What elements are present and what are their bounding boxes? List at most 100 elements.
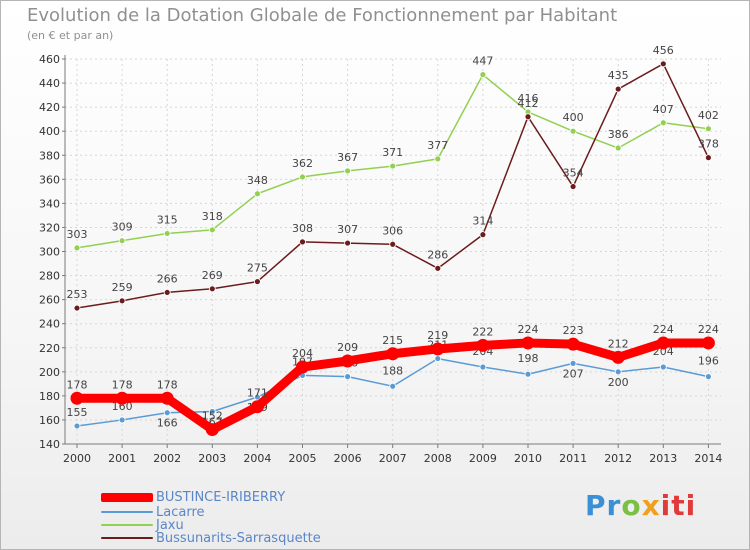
logo-part-1: Pr: [585, 489, 622, 522]
data-point-lacarre: [569, 359, 577, 367]
data-label-jaxu: 416: [518, 92, 539, 105]
y-tick-label: 300: [39, 246, 60, 259]
data-label-jaxu: 303: [67, 228, 88, 241]
legend-item-bussunarits-sarrasquette: Bussunarits-Sarrasquette: [101, 530, 321, 546]
data-point-lacarre: [614, 368, 622, 376]
x-tick-label: 2001: [108, 452, 136, 465]
chart-title: Evolution de la Dotation Globale de Fonc…: [27, 5, 618, 26]
data-label-bustince-iriberry: 171: [247, 387, 268, 400]
data-label-bussunarits-sarrasquette: 378: [698, 138, 719, 151]
x-tick-label: 2008: [424, 452, 452, 465]
data-point-lacarre: [705, 373, 712, 381]
data-point-lacarre: [163, 409, 171, 417]
data-point-bussunarits-sarrasquette: [524, 113, 532, 121]
data-point-jaxu: [253, 190, 261, 198]
data-label-bustince-iriberry: 212: [608, 337, 629, 350]
data-label-bustince-iriberry: 178: [67, 378, 88, 391]
data-point-bussunarits-sarrasquette: [73, 304, 81, 312]
x-tick-label: 2009: [469, 452, 497, 465]
data-point-bustince-iriberry: [431, 342, 445, 356]
data-point-lacarre: [389, 382, 397, 390]
y-tick-label: 420: [39, 101, 60, 114]
data-label-lacarre: 166: [157, 417, 178, 430]
y-tick-label: 200: [39, 366, 60, 379]
data-label-bussunarits-sarrasquette: 266: [157, 272, 178, 285]
x-tick-label: 2010: [514, 452, 542, 465]
legend-swatch-jaxu: [101, 524, 153, 526]
data-label-lacarre: 207: [563, 367, 584, 380]
data-point-bustince-iriberry: [160, 391, 174, 405]
data-label-bussunarits-sarrasquette: 253: [67, 288, 88, 301]
data-point-bustince-iriberry: [566, 337, 580, 351]
data-point-bustince-iriberry: [205, 423, 219, 437]
logo-part-2: o: [621, 489, 642, 522]
y-tick-label: 440: [39, 77, 60, 90]
data-point-jaxu: [434, 155, 442, 163]
y-tick-label: 400: [39, 125, 60, 138]
data-label-bustince-iriberry: 224: [698, 323, 719, 336]
data-label-bussunarits-sarrasquette: 259: [112, 281, 133, 294]
data-label-bussunarits-sarrasquette: 435: [608, 69, 629, 82]
data-point-lacarre: [118, 416, 126, 424]
data-label-jaxu: 386: [608, 128, 629, 141]
data-label-lacarre: 196: [698, 355, 719, 368]
data-label-jaxu: 402: [698, 109, 719, 122]
legend-label-lacarre: Lacarre: [156, 504, 205, 520]
data-label-bussunarits-sarrasquette: 456: [653, 44, 674, 57]
x-tick-label: 2003: [198, 452, 226, 465]
y-tick-label: 320: [39, 221, 60, 234]
data-point-jaxu: [389, 162, 397, 170]
data-point-bussunarits-sarrasquette: [208, 285, 216, 293]
data-label-lacarre: 160: [112, 400, 133, 413]
data-label-bustince-iriberry: 222: [472, 325, 493, 338]
data-label-jaxu: 315: [157, 213, 178, 226]
data-label-lacarre: 200: [608, 376, 629, 389]
data-point-bustince-iriberry: [115, 391, 129, 405]
data-point-bussunarits-sarrasquette: [705, 154, 712, 162]
data-point-jaxu: [479, 71, 487, 79]
data-point-bussunarits-sarrasquette: [118, 297, 126, 305]
y-tick-label: 160: [39, 414, 60, 427]
data-point-bustince-iriberry: [250, 400, 264, 414]
y-tick-label: 380: [39, 149, 60, 162]
data-label-bussunarits-sarrasquette: 308: [292, 222, 313, 235]
data-label-bussunarits-sarrasquette: 269: [202, 269, 223, 282]
data-point-jaxu: [118, 237, 126, 245]
legend-swatch-bussunarits-sarrasquette: [101, 537, 153, 539]
data-point-bussunarits-sarrasquette: [479, 231, 487, 239]
data-label-bustince-iriberry: 224: [518, 323, 539, 336]
y-tick-label: 280: [39, 270, 60, 283]
chart-subtitle: (en € et par an): [27, 29, 114, 42]
legend-label-jaxu: Jaxu: [156, 517, 184, 533]
data-point-bussunarits-sarrasquette: [434, 264, 442, 272]
data-label-lacarre: 198: [518, 352, 539, 365]
x-tick-label: 2004: [243, 452, 271, 465]
y-tick-label: 340: [39, 197, 60, 210]
data-label-lacarre: 188: [382, 364, 403, 377]
data-point-bustince-iriberry: [611, 350, 625, 364]
data-label-bussunarits-sarrasquette: 306: [382, 224, 403, 237]
data-label-jaxu: 400: [563, 111, 584, 124]
x-tick-label: 2000: [63, 452, 91, 465]
data-label-jaxu: 407: [653, 103, 674, 116]
data-label-jaxu: 362: [292, 157, 313, 170]
y-tick-label: 180: [39, 390, 60, 403]
x-tick-label: 2013: [649, 452, 677, 465]
data-point-bustince-iriberry: [70, 391, 84, 405]
data-label-bustince-iriberry: 178: [112, 378, 133, 391]
data-label-bustince-iriberry: 178: [157, 378, 178, 391]
data-point-lacarre: [659, 363, 667, 371]
data-label-bustince-iriberry: 204: [292, 347, 313, 360]
data-point-bustince-iriberry: [386, 347, 400, 361]
data-point-bussunarits-sarrasquette: [389, 240, 397, 248]
data-point-bussunarits-sarrasquette: [253, 278, 261, 285]
data-label-bussunarits-sarrasquette: 314: [472, 215, 493, 228]
data-label-jaxu: 309: [112, 221, 133, 234]
legend-item-lacarre: Lacarre: [101, 504, 205, 520]
data-point-bussunarits-sarrasquette: [614, 85, 622, 93]
data-label-lacarre: 155: [67, 406, 88, 419]
x-tick-label: 2014: [694, 452, 722, 465]
data-point-bustince-iriberry: [656, 336, 670, 350]
